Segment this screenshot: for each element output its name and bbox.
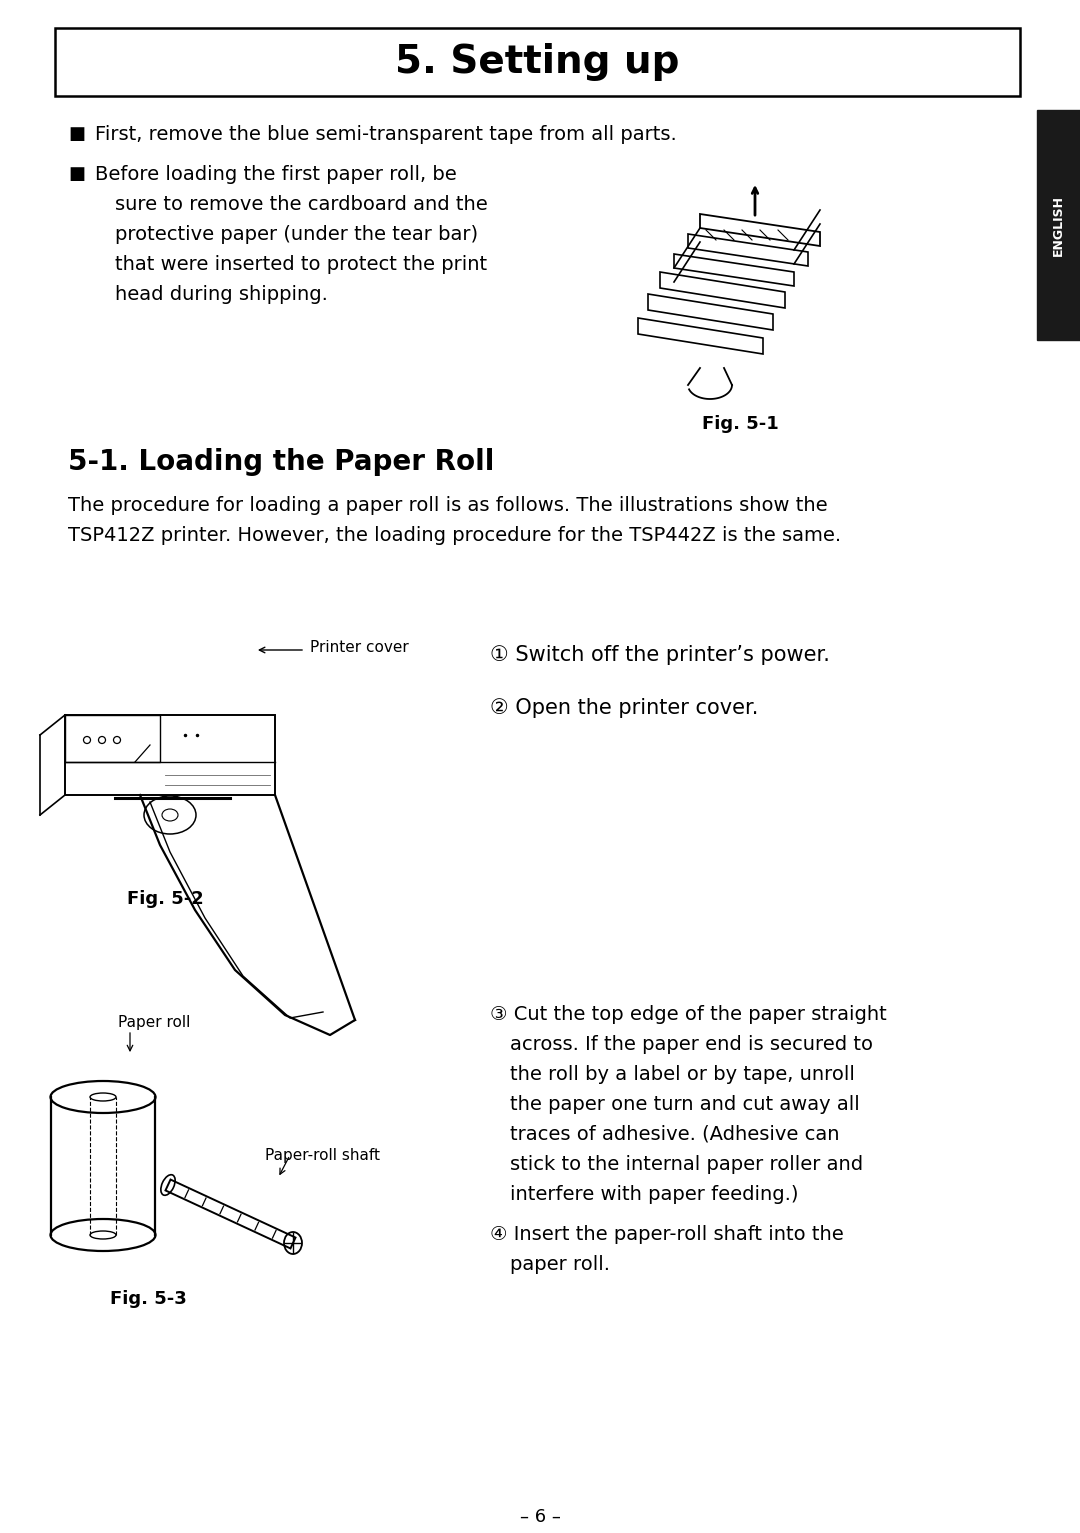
Text: ENGLISH: ENGLISH — [1052, 195, 1065, 256]
Text: ④ Insert the paper-roll shaft into the: ④ Insert the paper-roll shaft into the — [490, 1225, 843, 1243]
Text: – 6 –: – 6 – — [519, 1508, 561, 1525]
Text: Fig. 5-3: Fig. 5-3 — [110, 1289, 187, 1308]
Text: ② Open the printer cover.: ② Open the printer cover. — [490, 698, 758, 717]
Bar — [1037, 110, 1080, 340]
Text: First, remove the blue semi-transparent tape from all parts.: First, remove the blue semi-transparent … — [95, 126, 677, 144]
Text: traces of adhesive. (Adhesive can: traces of adhesive. (Adhesive can — [510, 1125, 839, 1144]
Text: across. If the paper end is secured to: across. If the paper end is secured to — [510, 1035, 873, 1055]
Text: sure to remove the cardboard and the: sure to remove the cardboard and the — [114, 195, 488, 215]
Text: Fig. 5-1: Fig. 5-1 — [702, 415, 779, 432]
Text: Printer cover: Printer cover — [310, 639, 408, 655]
Text: protective paper (under the tear bar): protective paper (under the tear bar) — [114, 225, 478, 244]
Text: Paper roll: Paper roll — [118, 1015, 190, 1030]
Text: interfere with paper feeding.): interfere with paper feeding.) — [510, 1185, 798, 1203]
Text: ■: ■ — [68, 126, 85, 143]
FancyBboxPatch shape — [55, 28, 1020, 97]
Text: head during shipping.: head during shipping. — [114, 285, 328, 304]
Text: Paper-roll shaft: Paper-roll shaft — [265, 1148, 380, 1164]
Text: ① Switch off the printer’s power.: ① Switch off the printer’s power. — [490, 645, 829, 665]
Text: stick to the internal paper roller and: stick to the internal paper roller and — [510, 1154, 863, 1174]
Text: TSP412Z printer. However, the loading procedure for the TSP442Z is the same.: TSP412Z printer. However, the loading pr… — [68, 526, 841, 546]
Text: 5-1. Loading the Paper Roll: 5-1. Loading the Paper Roll — [68, 448, 495, 477]
Text: Before loading the first paper roll, be: Before loading the first paper roll, be — [95, 166, 457, 184]
Text: The procedure for loading a paper roll is as follows. The illustrations show the: The procedure for loading a paper roll i… — [68, 497, 827, 515]
Text: ■: ■ — [68, 166, 85, 182]
Text: the roll by a label or by tape, unroll: the roll by a label or by tape, unroll — [510, 1065, 855, 1084]
Text: 5. Setting up: 5. Setting up — [395, 43, 679, 81]
Text: paper roll.: paper roll. — [510, 1256, 610, 1274]
Text: Fig. 5-2: Fig. 5-2 — [126, 891, 203, 908]
Text: ③ Cut the top edge of the paper straight: ③ Cut the top edge of the paper straight — [490, 1006, 887, 1024]
Text: that were inserted to protect the print: that were inserted to protect the print — [114, 254, 487, 274]
Text: the paper one turn and cut away all: the paper one turn and cut away all — [510, 1095, 860, 1114]
